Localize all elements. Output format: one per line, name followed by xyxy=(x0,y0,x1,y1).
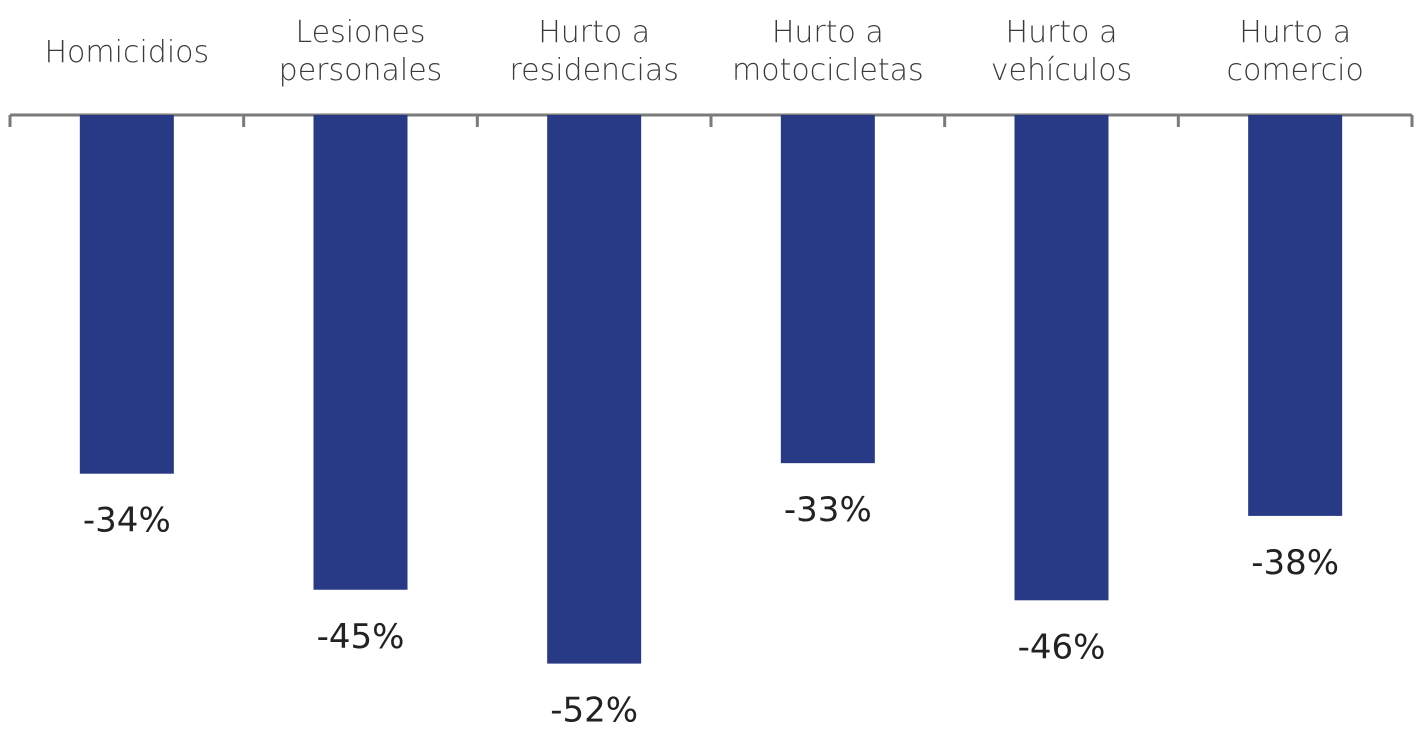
bar xyxy=(79,115,174,474)
value-label: -34% xyxy=(83,501,171,541)
category-axis xyxy=(8,113,1414,127)
value-labels: -34% -45% -52% -33% -46% -38% xyxy=(83,490,1339,730)
value-label: -46% xyxy=(1018,627,1106,667)
bar xyxy=(1014,115,1109,601)
bars xyxy=(79,115,1343,664)
category-label: Hurto a comercio xyxy=(1226,15,1363,88)
bar xyxy=(1248,115,1343,516)
category-label: Hurto a motocicletas xyxy=(732,15,924,88)
value-label: -52% xyxy=(550,691,638,731)
bar xyxy=(313,115,408,590)
value-label: -45% xyxy=(317,617,405,657)
category-label: Hurto a residencias xyxy=(509,15,678,88)
value-label: -38% xyxy=(1251,543,1339,583)
category-labels: Homicidios Lesiones personales Hurto a resid… xyxy=(44,15,1363,88)
bar xyxy=(780,115,875,464)
category-label: Homicidios xyxy=(44,35,209,70)
value-label: -33% xyxy=(784,490,872,530)
category-label: Hurto a vehículos xyxy=(991,15,1132,88)
bar xyxy=(547,115,642,664)
category-label: Lesiones personales xyxy=(279,15,443,88)
